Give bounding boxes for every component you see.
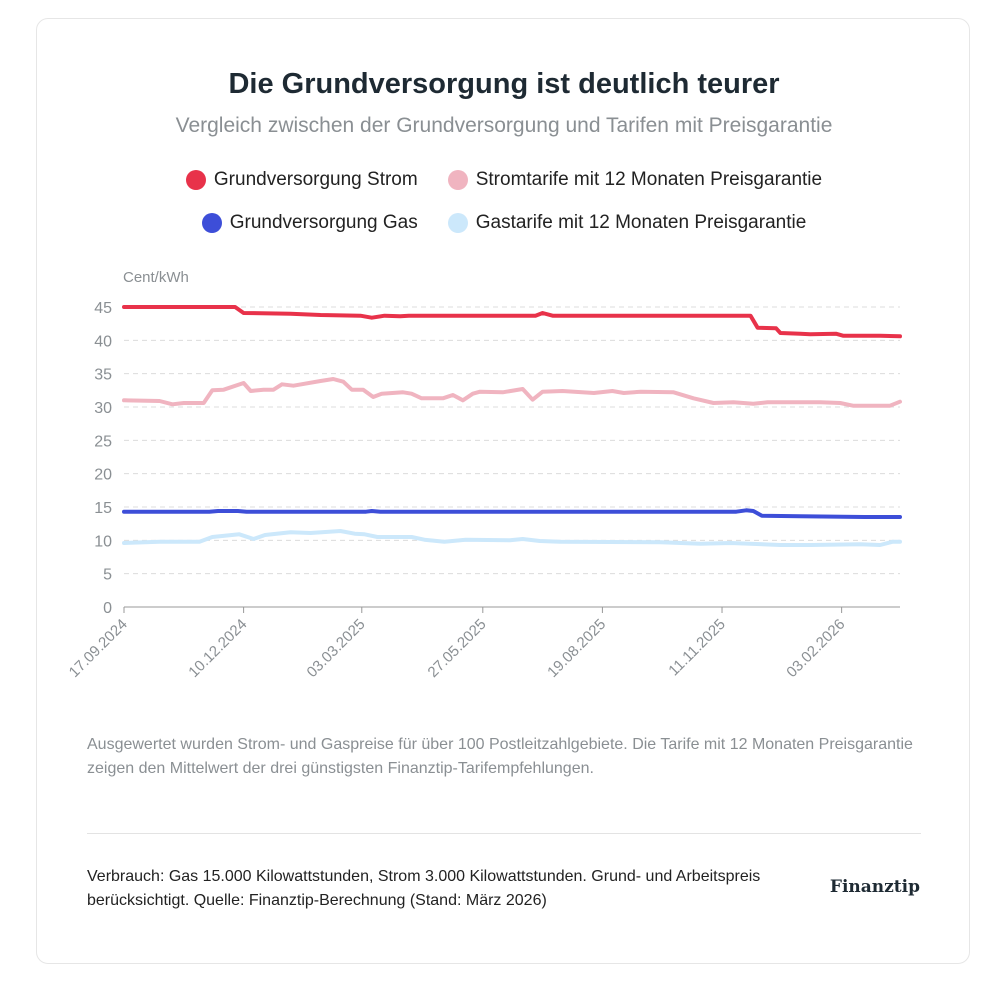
y-tick-label: 20 [94, 467, 112, 484]
legend-row-strom: Grundversorgung Strom Stromtarife mit 12… [0, 169, 1008, 191]
divider [87, 833, 921, 834]
legend-item-gastarife[interactable]: Gastarife mit 12 Monaten Preisgarantie [447, 212, 807, 234]
y-tick-label: 25 [94, 433, 112, 450]
x-tick-label: 27.05.2025 [425, 616, 490, 681]
legend-dot-icon [185, 170, 206, 190]
legend-label: Gastarife mit 12 Monaten Preisgarantie [475, 212, 807, 233]
finanztip-logo: Finanztip [829, 877, 920, 897]
y-tick-label: 5 [103, 567, 112, 584]
legend-dot-icon [201, 213, 222, 233]
series-line-grundversorgung-strom [122, 305, 902, 339]
x-tick-label: 10.12.2024 [185, 616, 250, 681]
y-tick-label: 0 [103, 600, 112, 617]
legend-item-stromtarife[interactable]: Stromtarife mit 12 Monaten Preisgarantie [447, 169, 823, 191]
chart-card [36, 18, 970, 964]
chart-source: Verbrauch: Gas 15.000 Kilowattstunden, S… [87, 868, 761, 909]
legend-item-grundversorgung-strom[interactable]: Grundversorgung Strom [185, 169, 418, 191]
y-tick-label: 15 [94, 500, 112, 517]
series-line-stromtarife-mit-12-monaten-preisgarantie [122, 377, 902, 408]
y-axis-label: Cent/kWh [123, 269, 189, 286]
x-tick-label: 03.02.2026 [783, 616, 848, 681]
legend-dot-icon [447, 170, 468, 190]
series-line-gastarife-mit-12-monaten-preisgarantie [122, 529, 902, 547]
y-tick-label: 35 [94, 367, 112, 384]
x-tick-label: 19.08.2025 [544, 616, 609, 681]
legend-dot-icon [447, 213, 468, 233]
legend-row-gas: Grundversorgung Gas Gastarife mit 12 Mon… [0, 212, 1008, 234]
y-tick-label: 45 [94, 300, 112, 317]
chart-title: Die Grundversorgung ist deutlich teurer [228, 68, 780, 100]
y-tick-label: 10 [94, 533, 112, 550]
legend-item-grundversorgung-gas[interactable]: Grundversorgung Gas [201, 212, 418, 234]
y-tick-label: 30 [94, 400, 112, 417]
chart-subtitle: Vergleich zwischen der Grundversorgung u… [175, 114, 833, 137]
chart-note: Ausgewertet wurden Strom- und Gaspreise … [87, 736, 913, 777]
legend-label: Stromtarife mit 12 Monaten Preisgarantie [475, 169, 823, 190]
series-line-grundversorgung-gas [122, 508, 902, 519]
x-tick-label: 11.11.2025 [665, 616, 729, 680]
line-chart: Cent/kWh 0 5 10 15 20 25 30 35 40 45 17.09.2024 10.… [66, 269, 902, 681]
y-tick-label: 40 [94, 333, 112, 350]
legend-label: Grundversorgung Gas [229, 212, 418, 233]
x-tick-label: 17.09.2024 [66, 616, 131, 681]
x-tick-label: 03.03.2025 [304, 616, 369, 681]
legend-label: Grundversorgung Strom [213, 169, 418, 190]
